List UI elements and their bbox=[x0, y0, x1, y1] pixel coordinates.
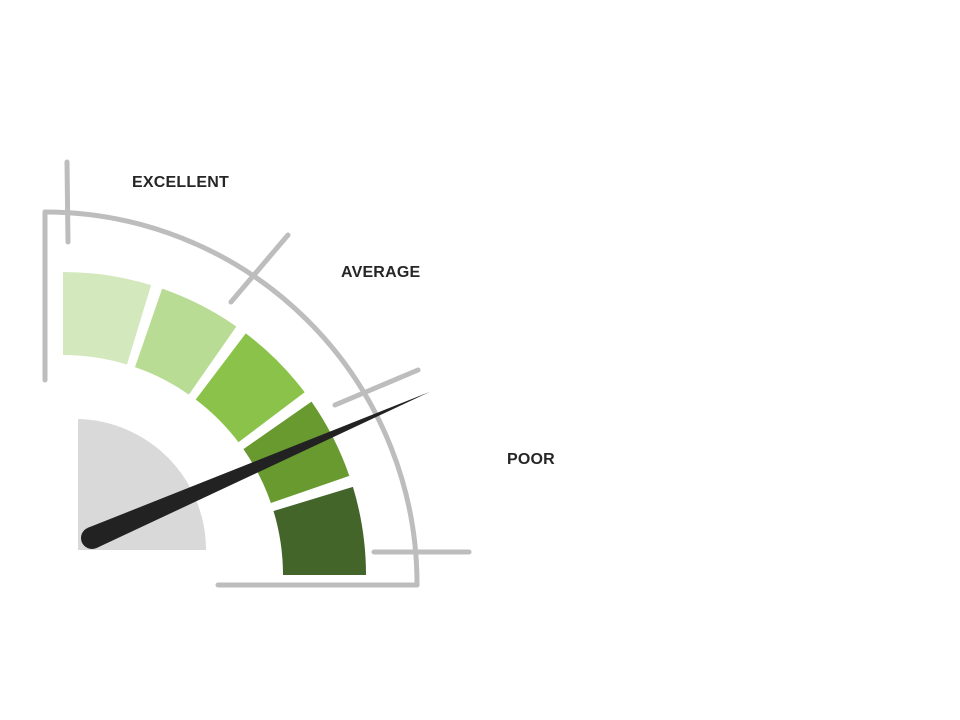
tick-average bbox=[228, 232, 291, 305]
gauge-hub bbox=[78, 419, 207, 550]
gauge-segment-5 bbox=[273, 486, 366, 575]
label-excellent: EXCELLENT bbox=[132, 174, 229, 191]
needle-base bbox=[81, 527, 103, 549]
gauge-segment-2 bbox=[134, 288, 237, 395]
outer-arc bbox=[42, 209, 420, 588]
needle-blade bbox=[87, 391, 430, 549]
gauge-segment-1 bbox=[63, 272, 152, 365]
gauge-needle bbox=[81, 391, 430, 549]
label-average: AVERAGE bbox=[341, 264, 421, 281]
tick-excellent bbox=[64, 159, 71, 245]
gauge-segment-3 bbox=[195, 333, 305, 443]
gauge-segments bbox=[63, 272, 366, 575]
tick-average-poor bbox=[332, 367, 421, 408]
gauge-frame bbox=[42, 159, 472, 588]
label-poor: POOR bbox=[507, 451, 555, 468]
